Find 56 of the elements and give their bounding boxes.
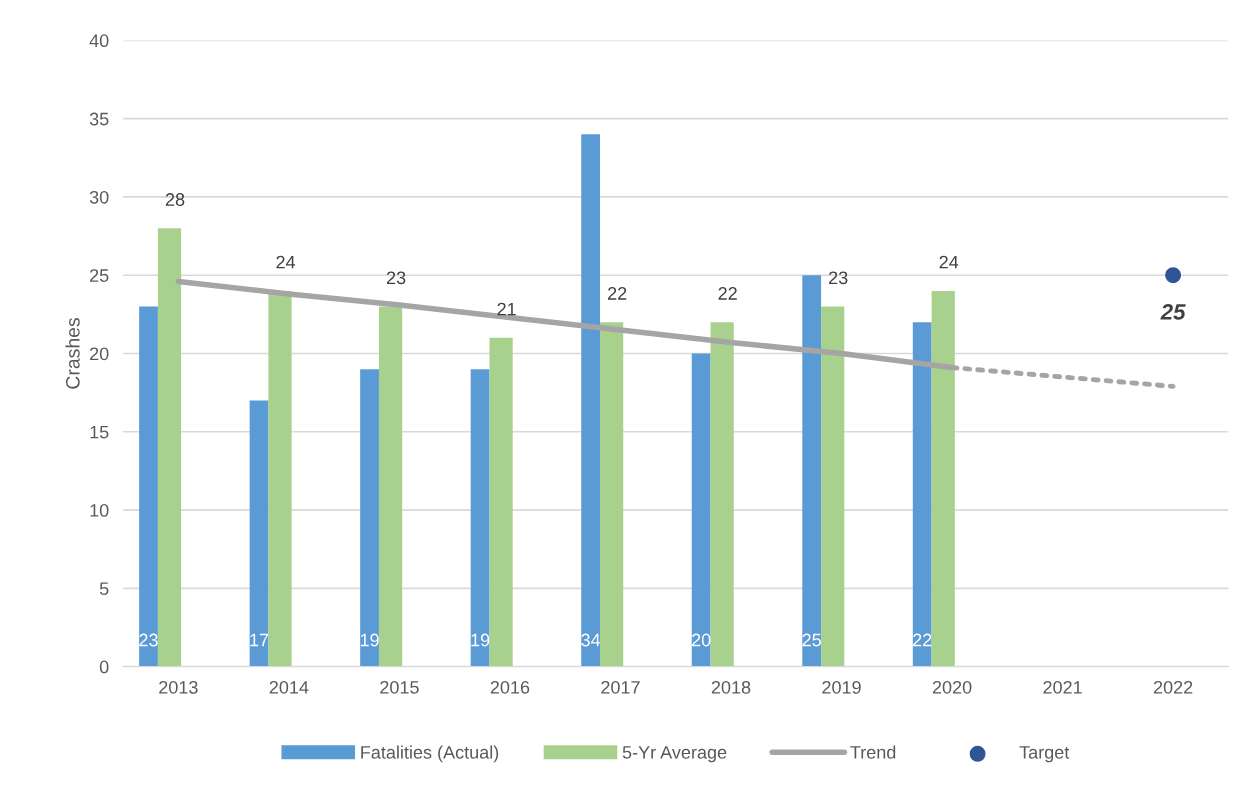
data-label: 21 <box>497 302 516 316</box>
data-label: 22 <box>608 287 627 300</box>
data-label: 23 <box>829 271 848 285</box>
data-label: 25 <box>1160 303 1186 320</box>
x-tick-label: 2020 <box>932 680 972 694</box>
data-label: 20 <box>692 633 711 647</box>
y-tick-label: 20 <box>90 347 109 361</box>
y-tick-label: 15 <box>90 425 109 439</box>
legend-label: Target <box>1019 746 1070 763</box>
y-tick-label: 25 <box>90 269 109 282</box>
data-label: 24 <box>939 255 959 269</box>
data-label: 19 <box>471 633 490 647</box>
x-tick-label: 2013 <box>159 680 198 694</box>
y-tick-label: 10 <box>90 503 109 517</box>
y-tick-label: 35 <box>89 112 109 126</box>
bar <box>581 134 601 667</box>
legend-label: Trend <box>850 745 896 759</box>
bar <box>600 322 624 667</box>
y-tick-label: 0 <box>99 660 109 674</box>
data-label: 24 <box>276 255 296 269</box>
bar <box>360 369 379 667</box>
bar <box>912 322 932 667</box>
y-tick-label: 40 <box>89 34 109 48</box>
data-label: 23 <box>139 633 158 647</box>
bar <box>470 369 490 667</box>
x-tick-label: 2019 <box>822 680 861 694</box>
bar <box>378 306 403 667</box>
legend-label: 5-Yr Average <box>622 746 727 763</box>
data-label: 34 <box>581 633 601 647</box>
bar <box>489 337 513 667</box>
data-label: 17 <box>250 633 269 647</box>
y-tick-label: 5 <box>99 582 109 596</box>
bar <box>691 353 711 667</box>
bar <box>139 306 158 667</box>
x-tick-label: 2017 <box>601 680 640 694</box>
bar <box>249 400 269 667</box>
bar <box>157 228 182 667</box>
y-tick-label: 30 <box>89 190 109 204</box>
data-label: 22 <box>718 287 737 300</box>
x-tick-label: 2022 <box>1153 680 1193 694</box>
bar <box>821 306 845 667</box>
data-label: 23 <box>386 271 406 285</box>
x-tick-label: 2015 <box>380 680 419 694</box>
y-axis-title: Crashes <box>65 318 80 389</box>
x-tick-label: 2014 <box>269 680 309 694</box>
x-tick-label: 2021 <box>1043 680 1082 694</box>
data-label: 19 <box>360 633 379 647</box>
bar <box>802 275 822 667</box>
bar <box>710 322 734 667</box>
x-tick-label: 2016 <box>490 680 530 694</box>
x-tick-label: 2018 <box>711 680 751 694</box>
data-label: 22 <box>913 633 932 647</box>
bar <box>931 290 955 667</box>
legend-label: Fatalities (Actual) <box>361 745 499 763</box>
data-label: 28 <box>165 193 185 206</box>
data-label: 25 <box>802 633 821 647</box>
